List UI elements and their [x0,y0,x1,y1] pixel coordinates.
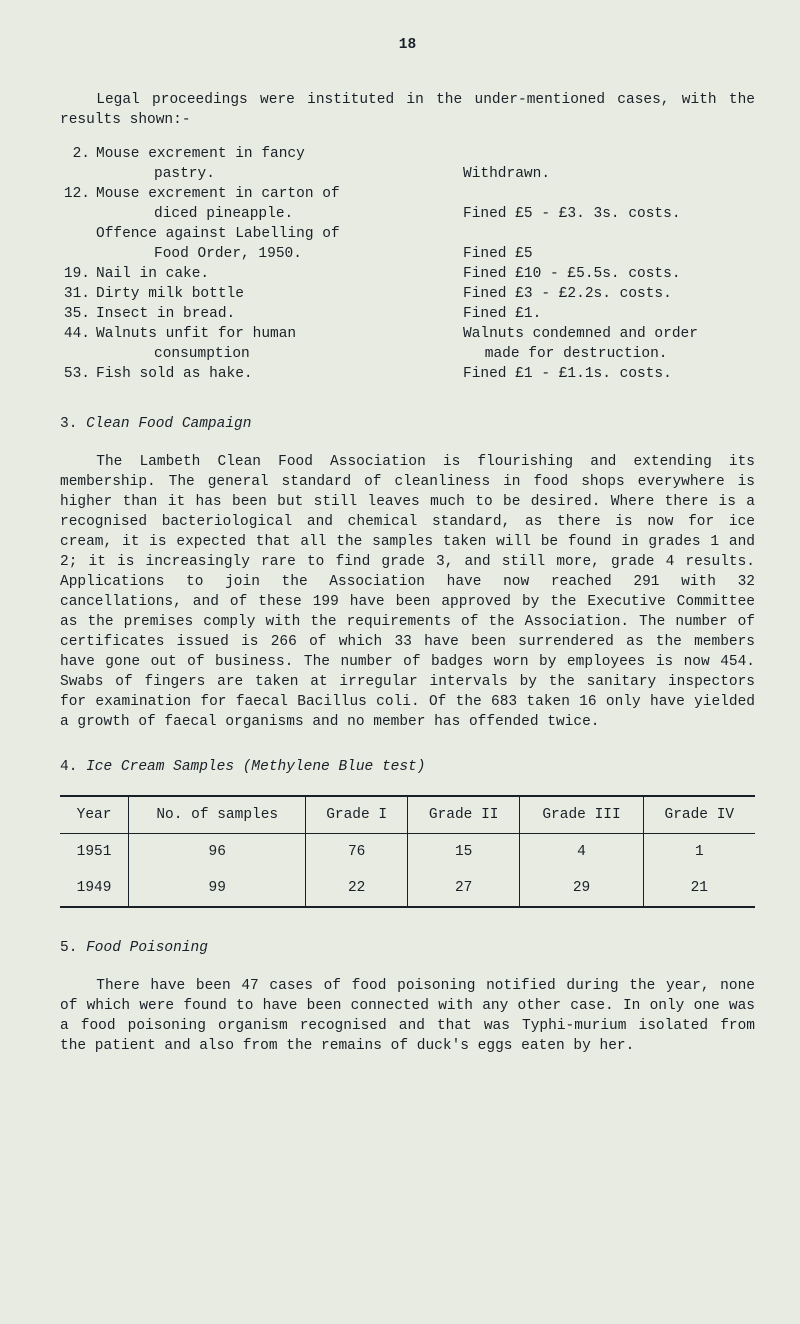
offence-list: 2. Mouse excrement in fancy pastry. With… [60,144,755,384]
offence-description: consumption [96,344,463,364]
offence-result: Withdrawn. [463,164,755,184]
offence-description: Mouse excrement in fancy [96,144,463,164]
offence-number: 2. [60,144,96,164]
offence-description: Mouse excrement in carton of [96,184,463,204]
offence-result: Fined £1. [463,304,755,324]
offence-row: 53. Fish sold as hake. Fined £1 - £1.1s.… [60,364,755,384]
table-header: Grade I [306,796,408,834]
table-cell: 96 [129,834,306,871]
table-header-row: Year No. of samples Grade I Grade II Gra… [60,796,755,834]
offence-description: Nail in cake. [96,264,463,284]
table-header: Year [60,796,129,834]
offence-number: 31. [60,284,96,304]
section-title: Clean Food Campaign [86,416,251,432]
offence-number: 35. [60,304,96,324]
table-cell: 1 [643,834,755,871]
offence-row: consumption made for destruction. [60,344,755,364]
offence-description: diced pineapple. [96,204,463,224]
offence-description: Insect in bread. [96,304,463,324]
offence-result: Fined £5 - £3. 3s. costs. [463,204,755,224]
offence-description: Walnuts unfit for human [96,324,463,344]
offence-result: Fined £3 - £2.2s. costs. [463,284,755,304]
section-title: Food Poisoning [86,940,208,956]
offence-row: 12. Mouse excrement in carton of [60,184,755,204]
section-number: 4. [60,759,77,775]
section-5-heading: 5. Food Poisoning [60,938,755,958]
table-cell: 4 [520,834,643,871]
table-header: Grade III [520,796,643,834]
offence-row: 31. Dirty milk bottle Fined £3 - £2.2s. … [60,284,755,304]
table-cell: 29 [520,870,643,907]
page-number: 18 [60,35,755,55]
section-3-heading: 3. Clean Food Campaign [60,414,755,434]
offence-number: 19. [60,264,96,284]
section-title: Ice Cream Samples (Methylene Blue test) [86,759,425,775]
ice-cream-table: Year No. of samples Grade I Grade II Gra… [60,795,755,908]
offence-row: 2. Mouse excrement in fancy [60,144,755,164]
section-number: 3. [60,416,77,432]
table-cell: 22 [306,870,408,907]
offence-description: Dirty milk bottle [96,284,463,304]
table-header: No. of samples [129,796,306,834]
table-cell: 21 [643,870,755,907]
offence-description: pastry. [96,164,463,184]
table-header: Grade IV [643,796,755,834]
section-3-body: The Lambeth Clean Food Association is fl… [60,452,755,732]
offence-result: Fined £10 - £5.5s. costs. [463,264,755,284]
offence-result: made for destruction. [463,344,755,364]
offence-description: Offence against Labelling of [96,224,463,244]
section-4-heading: 4. Ice Cream Samples (Methylene Blue tes… [60,757,755,777]
offence-row: 35. Insect in bread. Fined £1. [60,304,755,324]
table-cell: 1949 [60,870,129,907]
table-cell: 15 [407,834,519,871]
offence-number: 44. [60,324,96,344]
section-5-body: There have been 47 cases of food poisoni… [60,976,755,1056]
offence-row: 19. Nail in cake. Fined £10 - £5.5s. cos… [60,264,755,284]
table-cell: 76 [306,834,408,871]
offence-result: Fined £1 - £1.1s. costs. [463,364,755,384]
offence-description: Fish sold as hake. [96,364,463,384]
table-cell: 99 [129,870,306,907]
offence-description: Food Order, 1950. [96,244,463,264]
offence-row: Food Order, 1950. Fined £5 [60,244,755,264]
offence-row: diced pineapple. Fined £5 - £3. 3s. cost… [60,204,755,224]
section-number: 5. [60,940,77,956]
table-row: 1949 99 22 27 29 21 [60,870,755,907]
offence-row: pastry. Withdrawn. [60,164,755,184]
table-cell: 27 [407,870,519,907]
offence-result: Fined £5 [463,244,755,264]
offence-result: Walnuts condemned and order [463,324,755,344]
table-header: Grade II [407,796,519,834]
table-cell: 1951 [60,834,129,871]
offence-number: 53. [60,364,96,384]
table-row: 1951 96 76 15 4 1 [60,834,755,871]
offence-row: Offence against Labelling of [60,224,755,244]
offence-number: 12. [60,184,96,204]
offence-row: 44. Walnuts unfit for human Walnuts cond… [60,324,755,344]
intro-paragraph: Legal proceedings were instituted in the… [60,90,755,130]
